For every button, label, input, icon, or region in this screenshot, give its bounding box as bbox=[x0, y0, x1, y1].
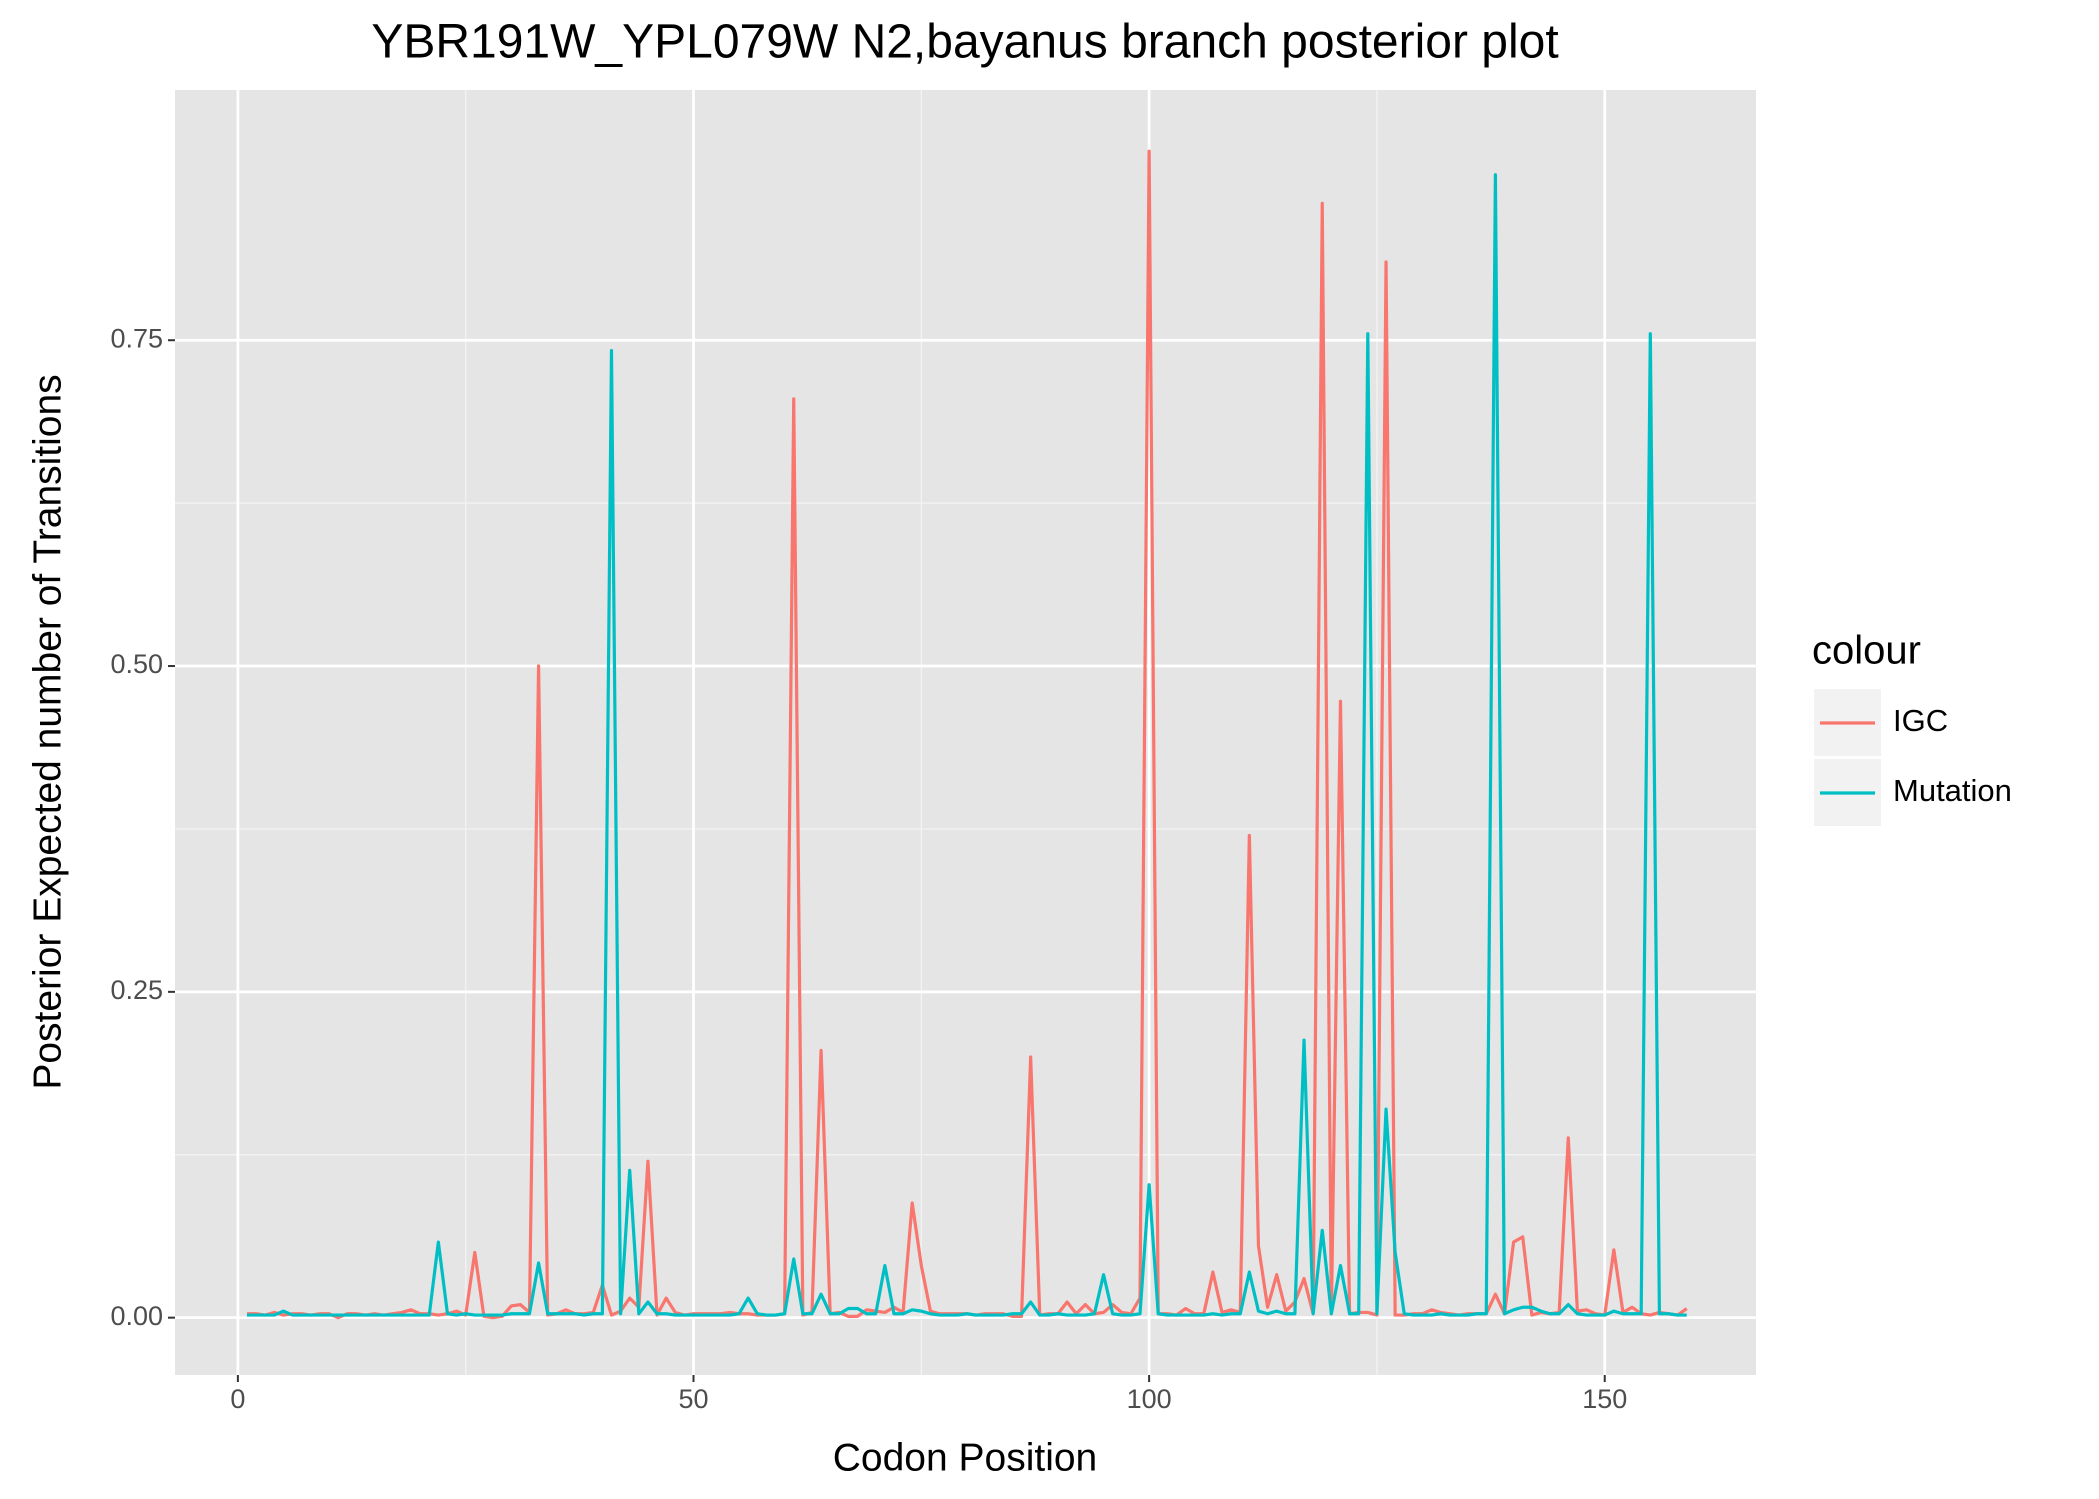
line-series bbox=[246, 173, 1687, 1317]
x-tick-label: 150 bbox=[1582, 1384, 1627, 1414]
y-tick-label: 0.50 bbox=[110, 649, 163, 679]
legend-label: IGC bbox=[1893, 703, 1948, 738]
x-tick-label: 0 bbox=[230, 1384, 245, 1414]
y-tick-label: 0.00 bbox=[110, 1301, 163, 1331]
legend-label: Mutation bbox=[1893, 773, 2012, 808]
legend-title: colour bbox=[1812, 629, 1921, 673]
x-axis-title: Codon Position bbox=[833, 1436, 1098, 1479]
chart-title: YBR191W_YPL079W N2,bayanus branch poster… bbox=[371, 16, 1558, 69]
plot-panel bbox=[175, 90, 1756, 1375]
x-tick-label: 50 bbox=[678, 1384, 708, 1414]
x-tick-label: 100 bbox=[1127, 1384, 1172, 1414]
y-tick-label: 0.25 bbox=[110, 975, 163, 1005]
y-tick-label: 0.75 bbox=[110, 323, 163, 353]
y-axis-title: Posterior Expected number of Transitions bbox=[26, 374, 69, 1089]
